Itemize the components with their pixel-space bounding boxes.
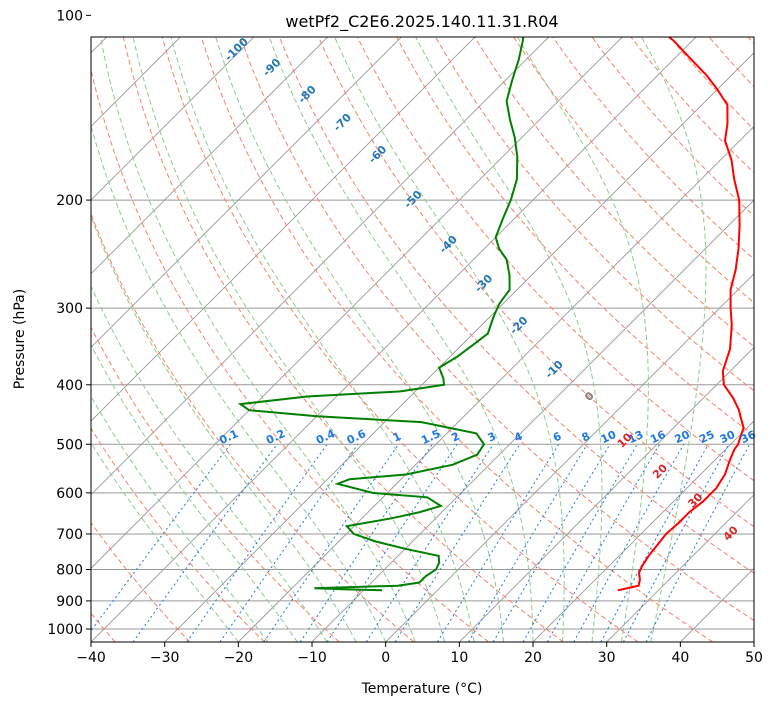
moist-adiabat-line: [415, 37, 603, 642]
moist-adiabat-line: [516, 37, 649, 642]
mixing-ratio-line: [522, 444, 638, 642]
moist-adiabat-line: [268, 37, 534, 642]
mixing-ratio-line: [645, 444, 751, 642]
isotherm-line: [91, 37, 329, 275]
y-tick-label: 800: [56, 563, 83, 579]
chart-title: wetPf2_C2E6.2025.140.11.31.R04: [285, 12, 558, 32]
dewpoint-line: [237, 37, 525, 592]
x-tick-label: 30: [598, 650, 616, 666]
isotherm-line: [91, 37, 697, 642]
dry-adiabat-line: [396, 37, 754, 437]
isotherm-line: [753, 641, 754, 642]
isotherm-line: [91, 37, 403, 348]
x-tick-label: −30: [150, 650, 180, 666]
dry-adiabat-line: [122, 37, 564, 642]
dry-adiabat-line: [317, 37, 754, 528]
moist-adiabat-line: [100, 37, 416, 642]
y-tick-label: 900: [56, 594, 83, 610]
mixing-ratio-line: [91, 443, 231, 632]
moist-adiabat-line: [91, 124, 387, 642]
y-tick-label: 500: [56, 437, 83, 453]
mixing-ratio-line: [600, 444, 709, 642]
isotherm-line: [237, 125, 754, 642]
y-axis-label: Pressure (hPa): [12, 289, 28, 389]
moist-adiabat-line: [91, 285, 328, 642]
isotherm-line: [91, 37, 255, 201]
isotherm-line: [459, 346, 754, 642]
mixing-ratio-line: [326, 444, 458, 642]
isotherm-line: [311, 199, 754, 642]
plot-frame: [90, 36, 755, 643]
mixing-ratio-line: [132, 444, 278, 642]
dry-adiabat-line: [200, 37, 713, 642]
mixing-ratio-label: 13: [626, 428, 645, 446]
mixing-ratio-label: 16: [648, 428, 668, 446]
y-tick-label: 100: [56, 8, 83, 24]
mixing-ratio-label: 25: [697, 428, 716, 446]
x-tick-label: 50: [745, 650, 763, 666]
x-tick-label: 10: [450, 650, 468, 666]
y-tick-label: 600: [56, 486, 83, 502]
dry-adiabat-line: [513, 37, 754, 304]
mixing-ratio-label: 36: [739, 428, 759, 446]
y-tick-label: 700: [56, 527, 83, 543]
isotherm-line: [91, 37, 476, 422]
dry-adiabat-line: [91, 212, 415, 642]
temperature-line: [617, 37, 745, 592]
y-tick-label: 400: [56, 378, 83, 394]
y-tick-label: 1000: [47, 622, 83, 638]
dry-adiabat-line: [91, 521, 191, 642]
isotherm-line: [91, 37, 182, 128]
mixing-ratio-line: [394, 444, 521, 642]
moist-adiabat-line: [334, 37, 565, 642]
moist-adiabat-line: [170, 37, 475, 642]
dry-adiabat-line: [239, 37, 754, 622]
mixing-ratio-label: 30: [718, 428, 738, 446]
dry-adiabat-line: [91, 326, 340, 642]
x-axis-label: Temperature (°C): [361, 681, 483, 697]
mixing-ratio-line: [365, 444, 494, 642]
x-tick-label: 0: [381, 650, 390, 666]
moist-adiabat-line: [215, 37, 505, 642]
isotherm-line: [91, 37, 624, 569]
dry-adiabat-line: [767, 15, 775, 642]
moist-adiabat-line: [640, 37, 707, 642]
isotherm-line: [532, 420, 754, 642]
moist-adiabat-line: [91, 214, 357, 642]
dry-adiabat-line: [435, 37, 754, 392]
x-tick-label: 40: [671, 650, 689, 666]
moist-adiabat-line: [91, 395, 269, 642]
isotherm-line: [91, 37, 550, 496]
mixing-ratio-label: 20: [673, 428, 693, 446]
y-tick-label: 200: [56, 193, 83, 209]
dry-adiabat-line: [278, 37, 754, 574]
isotherm-line: [606, 494, 754, 642]
mixing-ratio-label: 10: [599, 428, 619, 446]
y-tick-label: 300: [56, 301, 83, 317]
isotherm-line: [385, 273, 754, 642]
mixing-ratio-line: [219, 444, 359, 642]
mixing-ratio-line: [622, 444, 730, 642]
dry-adiabat-line: [357, 37, 754, 482]
isotherm-line: [164, 52, 754, 642]
moist-adiabat-line: [132, 37, 446, 642]
plot-background: [91, 37, 754, 642]
dry-adiabat-line: [91, 427, 265, 642]
x-tick-label: 20: [524, 650, 542, 666]
x-tick-label: −10: [297, 650, 327, 666]
mixing-ratio-line: [546, 444, 660, 642]
x-tick-label: −20: [224, 650, 254, 666]
x-tick-label: −40: [76, 650, 106, 666]
dry-adiabat-line: [161, 37, 639, 642]
moist-adiabat-line: [91, 442, 239, 642]
dry-adiabat-line: [91, 67, 489, 642]
moist-adiabat-line: [91, 343, 298, 642]
